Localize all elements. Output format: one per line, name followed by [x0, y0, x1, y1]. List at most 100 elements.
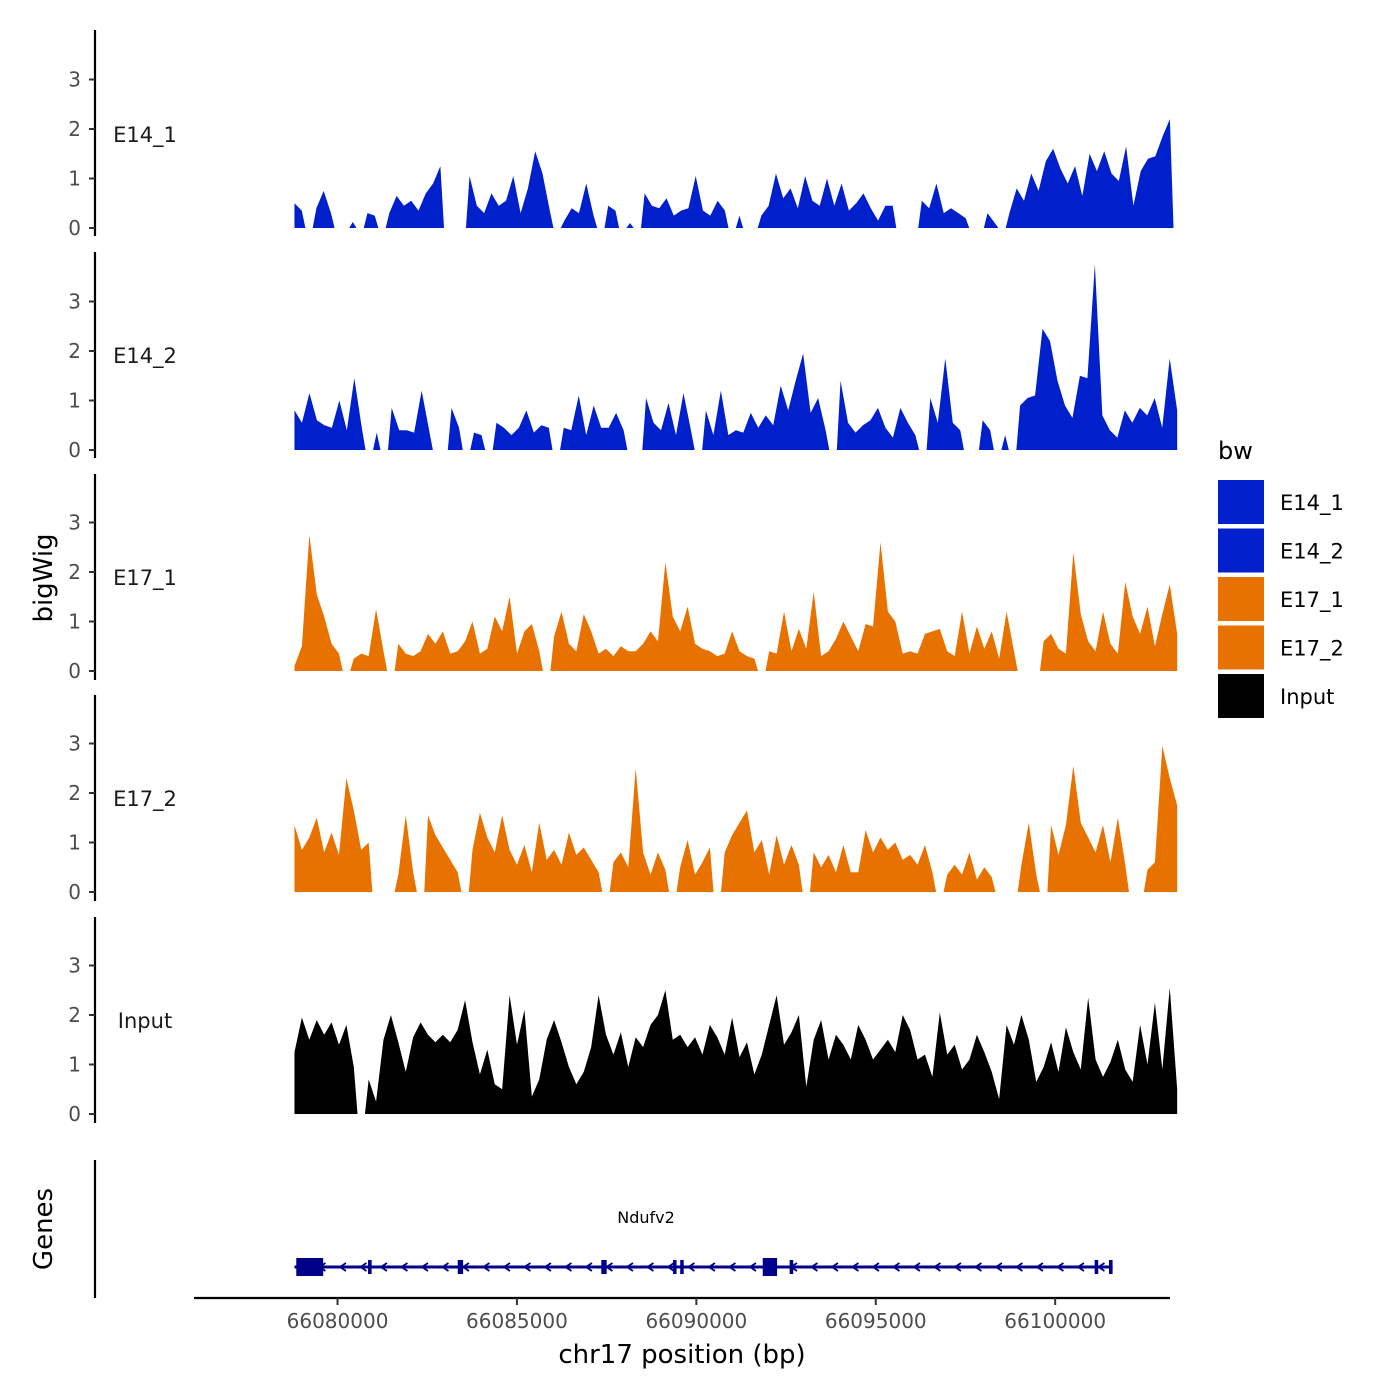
track-label: E17_2 [113, 787, 177, 812]
legend-swatch [1218, 625, 1264, 670]
strand-chevron [563, 1262, 572, 1272]
y-tick-label: 0 [68, 438, 81, 462]
coverage-area-E14_1 [294, 119, 1174, 228]
coverage-area-E17_2 [294, 745, 1178, 892]
y-tick-label: 0 [68, 216, 81, 240]
strand-chevron [1076, 1262, 1085, 1272]
strand-chevron [522, 1262, 531, 1272]
strand-chevron [830, 1262, 839, 1272]
y-tick-label: 3 [68, 290, 81, 314]
strand-chevron [707, 1262, 716, 1272]
x-tick-label: 66095000 [825, 1309, 927, 1333]
track-label: Input [118, 1009, 172, 1033]
y-tick-label: 3 [68, 954, 81, 978]
strand-chevron [1055, 1262, 1064, 1272]
legend-label: E14_1 [1280, 491, 1344, 516]
y-tick-label: 0 [68, 880, 81, 904]
gene-exon [673, 1260, 677, 1274]
gene-name-label: Ndufv2 [617, 1208, 675, 1227]
track-label: E14_2 [113, 344, 177, 369]
coverage-area-E14_2 [294, 264, 1178, 450]
strand-chevron [481, 1262, 490, 1272]
y-tick-label: 1 [68, 167, 81, 191]
strand-chevron [953, 1262, 962, 1272]
track-panel-E14_2: 0 1 2 3 E14_2 [68, 252, 1178, 462]
strand-chevron [871, 1262, 880, 1272]
x-axis: 66080000 66085000 66090000 66095000 66100000… [194, 1296, 1170, 1370]
coverage-area-E17_1 [294, 534, 1178, 671]
strand-chevron [748, 1262, 757, 1272]
strand-chevron [399, 1262, 408, 1272]
y-tick-label: 0 [68, 1102, 81, 1126]
y-tick-label: 2 [68, 339, 81, 363]
strand-chevron [912, 1262, 921, 1272]
gene-exon [762, 1258, 778, 1276]
strand-chevron [420, 1262, 429, 1272]
track-label: E14_1 [113, 123, 177, 148]
genes-axis-title: Genes [29, 1188, 59, 1270]
x-tick-label: 66085000 [466, 1309, 568, 1333]
strand-chevron [1014, 1262, 1023, 1272]
strand-chevron [379, 1262, 388, 1272]
legend-label: Input [1280, 685, 1334, 709]
x-axis-title: chr17 position (bp) [558, 1340, 805, 1370]
strand-chevron [440, 1262, 449, 1272]
track-panel-E17_1: 0 1 2 3 E17_1 [68, 474, 1178, 683]
legend-swatch [1218, 528, 1264, 573]
strand-chevron [666, 1262, 675, 1272]
y-axis-title: bigWig [29, 533, 59, 622]
legend-entries: E14_1 E14_2 E17_1 E17_2 Input [1218, 480, 1344, 718]
strand-chevron [994, 1262, 1003, 1272]
y-tick-label: 3 [68, 511, 81, 535]
legend-label: E17_2 [1280, 637, 1344, 662]
strand-chevron [809, 1262, 818, 1272]
legend-label: E14_2 [1280, 540, 1344, 565]
y-tick-label: 3 [68, 732, 81, 756]
strand-chevron [358, 1262, 367, 1272]
strand-chevron [727, 1262, 736, 1272]
gene-exons [296, 1258, 1113, 1276]
gene-exon [1094, 1260, 1099, 1274]
gene-exon [368, 1260, 372, 1274]
y-tick-label: 2 [68, 117, 81, 141]
strand-chevron [502, 1262, 511, 1272]
strand-chevron [584, 1262, 593, 1272]
legend-label: E17_1 [1280, 588, 1344, 613]
strand-chevron [686, 1262, 695, 1272]
x-ticks: 66080000 66085000 66090000 66095000 66100000 [287, 1298, 1106, 1333]
strand-chevron [891, 1262, 900, 1272]
x-tick-label: 66090000 [645, 1309, 747, 1333]
gene-exon [789, 1260, 794, 1274]
legend-title: bw [1218, 437, 1253, 465]
gene-exon [680, 1260, 684, 1274]
x-tick-label: 66100000 [1004, 1309, 1106, 1333]
strand-chevron [1035, 1262, 1044, 1272]
legend-swatch [1218, 577, 1264, 621]
y-tick-label: 3 [68, 68, 81, 92]
gene-exon [601, 1260, 607, 1274]
track-panel-E14_1: 0 1 2 3 E14_1 [68, 30, 1174, 240]
strand-chevron [1096, 1262, 1105, 1272]
track-label: E17_1 [113, 566, 177, 591]
y-tick-label: 2 [68, 1003, 81, 1027]
y-tick-label: 2 [68, 560, 81, 584]
legend-swatch [1218, 674, 1264, 718]
strand-chevron [543, 1262, 552, 1272]
gene-exon [1109, 1260, 1113, 1274]
x-tick-label: 66080000 [287, 1309, 389, 1333]
y-tick-label: 1 [68, 610, 81, 634]
strand-chevron [338, 1262, 347, 1272]
legend-swatch [1218, 480, 1264, 524]
strand-chevron [850, 1262, 859, 1272]
strand-chevron [932, 1262, 941, 1272]
gene-exon [457, 1260, 464, 1274]
gene-exon [296, 1258, 324, 1276]
track-panel-E17_2: 0 1 2 3 E17_2 [68, 695, 1178, 904]
strand-chevron [645, 1262, 654, 1272]
y-tick-label: 2 [68, 781, 81, 805]
genes-panel: Genes Ndufv2 [29, 1160, 1113, 1298]
y-tick-label: 0 [68, 659, 81, 683]
y-tick-label: 1 [68, 1053, 81, 1077]
y-tick-label: 1 [68, 831, 81, 855]
